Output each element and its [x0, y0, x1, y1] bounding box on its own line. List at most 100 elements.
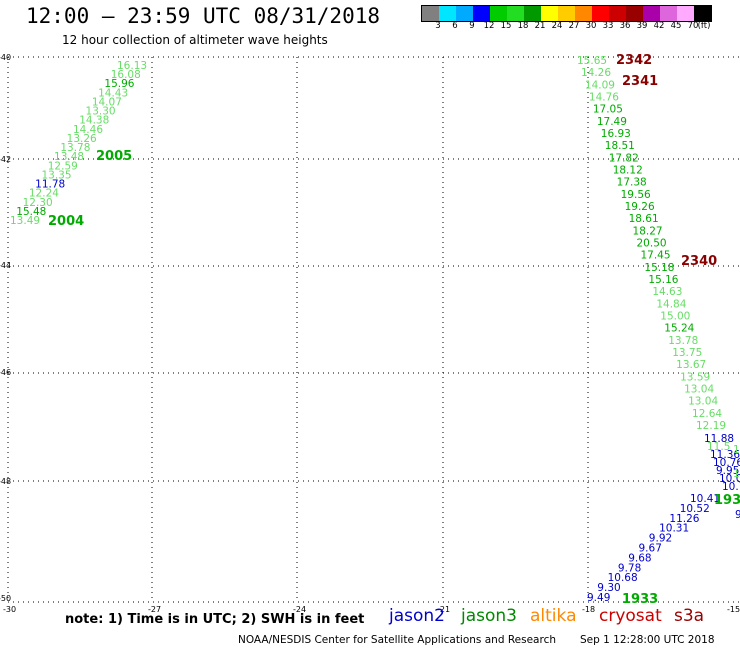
credit-line: NOAA/NESDIS Center for Satellite Applica… [238, 634, 556, 646]
colorbar-swatch [422, 6, 439, 21]
swh-value: 10.76 [713, 457, 740, 469]
page-title: 12:00 — 23:59 UTC 08/31/2018 [26, 4, 381, 28]
colorbar-label: 9 [469, 21, 475, 31]
swh-value: 13.26 [67, 133, 97, 145]
swh-colorbar-labels: 3 6 9 12 15 18 21 24 27 30 33 36 39 42 45 70 (ft) [421, 21, 740, 35]
swh-value: 13.49 [10, 215, 40, 227]
swh-value: 14.63 [652, 286, 682, 298]
latitude-label: -48 [0, 477, 11, 486]
colorbar-swatch [626, 6, 643, 21]
colorbar-label: 12 [483, 21, 495, 31]
colorbar-label: 42 [653, 21, 665, 31]
swh-value: 12.59 [48, 160, 78, 172]
page-subtitle: 12 hour collection of altimeter wave hei… [62, 33, 328, 47]
swh-value: 9.67 [639, 543, 662, 555]
generation-timestamp: Sep 1 12:28:00 UTC 2018 [580, 634, 715, 646]
swh-value: 15.16 [648, 274, 678, 286]
footer-note: note: 1) Time is in UTC; 2) SWH is in fe… [65, 612, 365, 627]
colorbar-label: 30 [585, 21, 597, 31]
swh-value: 16.93 [601, 128, 631, 140]
pass-time-label: 193 [714, 493, 740, 508]
swh-value: 15.65 [577, 55, 607, 67]
colorbar-swatch [592, 6, 609, 21]
colorbar-label: 45 [670, 21, 682, 31]
colorbar-label: 6 [452, 21, 458, 31]
latitude-label: -42 [0, 155, 11, 164]
longitude-label: -21 [437, 605, 450, 614]
colorbar-swatch [473, 6, 490, 21]
swh-value: 12.19 [696, 420, 726, 432]
swh-value: 9.68 [628, 552, 651, 564]
pass-time-label: 2341 [622, 74, 658, 89]
swh-value: 17.45 [640, 250, 670, 262]
swh-value: 9.92 [649, 533, 672, 545]
colorbar-swatch [524, 6, 541, 21]
swh-value: 10.7 [722, 481, 740, 493]
latitude-label: -50 [0, 594, 11, 603]
swh-value: 10.68 [608, 572, 638, 584]
longitude-label: -27 [148, 605, 161, 614]
longitude-label: -24 [293, 605, 306, 614]
swh-value: 20.50 [637, 238, 667, 250]
swh-value: 9.49 [587, 592, 610, 604]
swh-value: 12.24 [29, 188, 59, 200]
legend-altika: altika [530, 606, 577, 626]
swh-value: 14.76 [589, 92, 619, 104]
swh-value: 14.46 [73, 124, 103, 136]
pass-time-label: 2005 [96, 149, 132, 164]
swh-value: 13.35 [41, 169, 71, 181]
swh-value: 16.13 [117, 60, 147, 72]
swh-value: 13.04 [688, 396, 718, 408]
swh-value: 17.82 [609, 152, 639, 164]
colorbar-swatch [694, 6, 711, 21]
colorbar-label: 36 [619, 21, 631, 31]
swh-value-clipped: 9 [735, 509, 740, 521]
swh-value: 11.26 [669, 513, 699, 525]
colorbar-label: 24 [551, 21, 563, 31]
colorbar-label: 3 [435, 21, 441, 31]
colorbar-swatch [609, 6, 626, 21]
colorbar-swatch [456, 6, 473, 21]
colorbar-label: 15 [500, 21, 512, 31]
swh-value: 18.51 [605, 140, 635, 152]
swh-value: 14.26 [581, 67, 611, 79]
swh-value: 14.43 [98, 87, 128, 99]
pass-time-label: 2342 [616, 53, 652, 68]
legend-jason2: jason2 [389, 606, 445, 626]
longitude-label: -30 [3, 605, 16, 614]
latitude-label: -44 [0, 261, 11, 270]
colorbar-label: 33 [602, 21, 614, 31]
colorbar-swatch [507, 6, 524, 21]
swh-value: 10.00 [719, 473, 740, 485]
longitude-label: -15 [727, 605, 740, 614]
swh-value: 11.36 [710, 449, 740, 461]
swh-value: 18.61 [629, 213, 659, 225]
swh-value: 14.38 [79, 115, 109, 127]
latitude-label: -46 [0, 368, 11, 377]
swh-value: 11.88 [704, 433, 734, 445]
swh-value: 13.75 [672, 347, 702, 359]
swh-value: 10.31 [659, 523, 689, 535]
swh-value: 17.05 [593, 104, 623, 116]
swh-value: 14.07 [92, 96, 122, 108]
swh-value: 11.78 [35, 179, 65, 191]
swh-value: 19.26 [625, 201, 655, 213]
swh-value: 14.84 [656, 298, 686, 310]
swh-value-clipped: 1. [733, 468, 740, 480]
colorbar-label: 18 [517, 21, 529, 31]
legend-s3a: s3a [674, 606, 705, 626]
colorbar-swatch [439, 6, 456, 21]
colorbar-label: 39 [636, 21, 648, 31]
swh-value: 13.04 [684, 384, 714, 396]
swh-value: 18.27 [633, 225, 663, 237]
swh-value-clipped: 1. [733, 444, 740, 456]
swh-colorbar [421, 5, 712, 22]
colorbar-label: (ft) [697, 21, 711, 31]
swh-value: 13.67 [676, 359, 706, 371]
swh-value: 13.78 [60, 142, 90, 154]
swh-value: 11.5 [707, 441, 730, 453]
legend-jason3: jason3 [461, 606, 517, 626]
swh-value: 15.00 [660, 311, 690, 323]
colorbar-swatch [558, 6, 575, 21]
